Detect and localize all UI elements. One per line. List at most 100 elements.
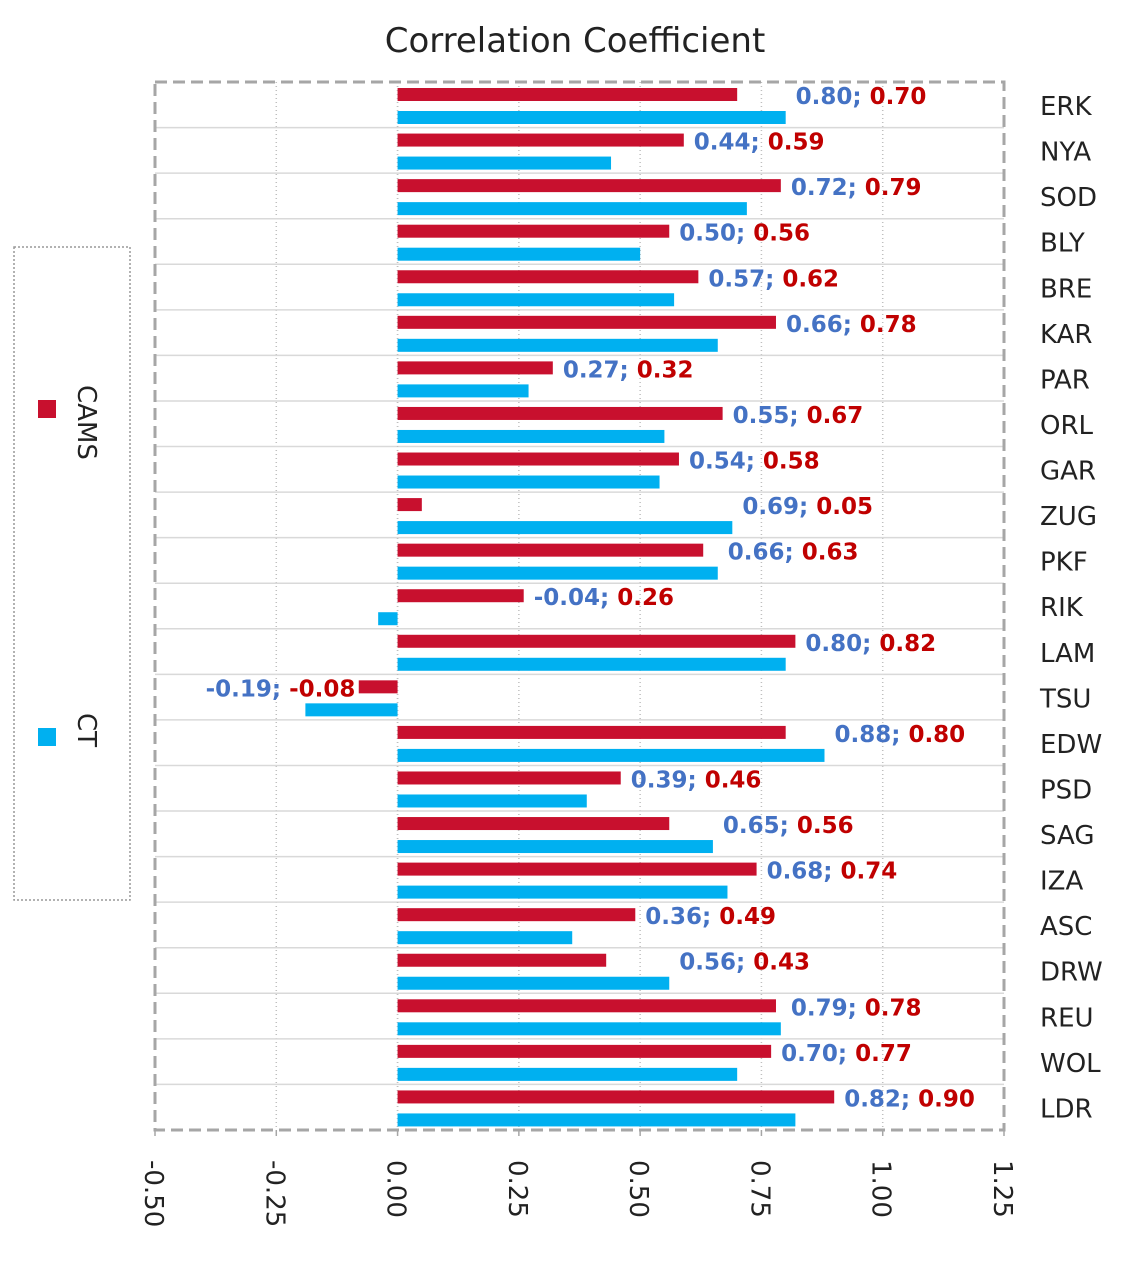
value-cams: 0.74: [841, 859, 898, 885]
station-label: DRW: [1040, 958, 1103, 988]
bar-cams-ldr: [397, 1090, 835, 1104]
bar-ct-orl: [397, 429, 665, 443]
legend: CAMS CT: [13, 246, 131, 901]
value-ct: 0.80;: [805, 631, 879, 657]
bar-cams-wol: [397, 1044, 772, 1058]
x-tick-label: -0.25: [259, 1160, 289, 1227]
value-ct: 0.55;: [733, 403, 807, 429]
plot-frame: [153, 80, 1006, 1132]
value-label-sod: 0.72; 0.79: [791, 175, 922, 201]
bar-ct-bre: [397, 293, 675, 307]
value-label-orl: 0.55; 0.67: [733, 403, 864, 429]
value-cams: -0.08: [289, 676, 355, 702]
bar-ct-bly: [397, 247, 641, 261]
bar-cams-sod: [397, 179, 781, 193]
value-cams: 0.67: [807, 403, 864, 429]
value-ct: 0.27;: [563, 357, 637, 383]
station-label: WOL: [1040, 1049, 1101, 1079]
bar-cams-lam: [397, 634, 796, 648]
value-cams: 0.90: [918, 1086, 975, 1112]
bar-ct-gar: [397, 475, 660, 489]
x-tick-label: 0.50: [623, 1160, 653, 1218]
station-label: SOD: [1040, 183, 1097, 213]
value-label-sag: 0.65; 0.56: [723, 813, 854, 839]
bar-cams-par: [397, 361, 553, 375]
station-label: PAR: [1040, 365, 1090, 395]
value-label-drw: 0.56; 0.43: [679, 950, 810, 976]
value-cams: 0.05: [816, 494, 873, 520]
value-ct: 0.72;: [791, 175, 865, 201]
legend-label-cams: CAMS: [71, 385, 101, 460]
bar-ct-asc: [397, 931, 573, 945]
bar-cams-orl: [397, 406, 723, 420]
bars: [305, 88, 835, 1127]
value-cams: 0.62: [782, 266, 839, 292]
bar-cams-drw: [397, 953, 607, 967]
bar-ct-lam: [397, 657, 786, 671]
station-label: PKF: [1040, 548, 1088, 578]
station-label: BLY: [1040, 229, 1085, 259]
x-tick-label: -0.50: [138, 1160, 168, 1227]
value-ct: 0.88;: [834, 722, 908, 748]
bar-ct-pkf: [397, 566, 718, 580]
value-label-kar: 0.66; 0.78: [786, 312, 917, 338]
value-cams: 0.79: [865, 175, 922, 201]
legend-label-ct: CT: [71, 713, 101, 747]
value-ct: -0.19;: [206, 676, 290, 702]
value-ct: 0.65;: [723, 813, 797, 839]
value-cams: 0.59: [768, 130, 825, 156]
value-cams: 0.49: [719, 904, 776, 930]
value-ct: 0.66;: [786, 312, 860, 338]
value-label-iza: 0.68; 0.74: [767, 859, 898, 885]
bar-ct-nya: [397, 156, 612, 170]
value-ct: 0.39;: [631, 767, 705, 793]
station-label: LDR: [1040, 1094, 1093, 1124]
bar-ct-par: [397, 384, 529, 398]
station-label: SAG: [1040, 821, 1094, 851]
station-label: GAR: [1040, 457, 1096, 487]
x-tick-label: 1.00: [866, 1160, 896, 1218]
value-label-nya: 0.44; 0.59: [694, 130, 825, 156]
value-cams: 0.70: [870, 84, 927, 110]
value-cams: 0.80: [908, 722, 965, 748]
station-labels: ERK NYA SOD BLY BRE KAR PAR ORL GAR ZUG PKF RIK LAM T…: [1039, 92, 1103, 1124]
value-label-tsu: -0.19; -0.08: [206, 676, 356, 702]
bar-ct-ldr: [397, 1113, 796, 1127]
station-label: KAR: [1040, 320, 1092, 350]
value-ct: 0.80;: [796, 84, 870, 110]
bar-cams-rik: [397, 589, 524, 603]
bar-cams-sag: [397, 817, 670, 831]
value-cams: 0.43: [753, 950, 810, 976]
value-cams: 0.82: [879, 631, 936, 657]
value-label-rik: -0.04; 0.26: [534, 585, 674, 611]
legend-swatch-ct: [38, 728, 56, 746]
bar-cams-edw: [397, 725, 786, 739]
value-label-pkf: 0.66; 0.63: [728, 540, 859, 566]
value-ct: 0.50;: [679, 221, 753, 247]
value-ct: 0.66;: [728, 540, 802, 566]
value-ct: 0.69;: [742, 494, 816, 520]
bar-cams-gar: [397, 452, 679, 466]
x-tick-label: 0.75: [744, 1160, 774, 1218]
value-ct: -0.04;: [534, 585, 618, 611]
bar-cams-erk: [397, 88, 738, 101]
value-cams: 0.77: [855, 1041, 912, 1067]
value-cams: 0.26: [617, 585, 674, 611]
value-ct: 0.57;: [708, 266, 782, 292]
station-label: LAM: [1040, 639, 1095, 669]
chart-title: Correlation Coefficient: [385, 21, 766, 61]
bar-ct-drw: [397, 976, 670, 990]
station-label: ZUG: [1040, 502, 1097, 532]
station-label: REU: [1040, 1003, 1094, 1033]
bar-ct-kar: [397, 338, 718, 352]
value-label-zug: 0.69; 0.05: [742, 494, 873, 520]
value-cams: 0.32: [637, 357, 694, 383]
x-tick-label: 0.00: [381, 1160, 411, 1218]
value-cams: 0.63: [802, 540, 859, 566]
bar-ct-rik: [378, 612, 398, 626]
value-ct: 0.79;: [791, 995, 865, 1021]
x-tick-label: 0.25: [502, 1160, 532, 1218]
station-label: ERK: [1040, 92, 1092, 122]
value-cams: 0.56: [753, 221, 810, 247]
